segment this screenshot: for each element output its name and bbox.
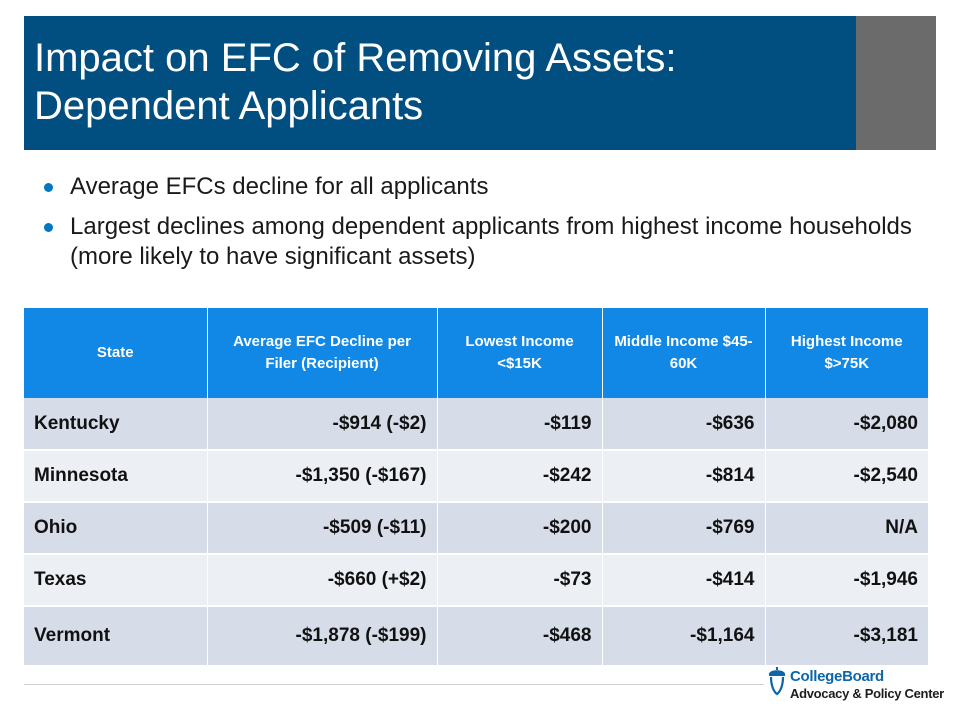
cell-state: Kentucky	[24, 398, 208, 451]
column-header-state: State	[24, 308, 208, 398]
table-row: Minnesota -$1,350 (-$167) -$242 -$814 -$…	[24, 450, 928, 503]
table-row: Vermont -$1,878 (-$199) -$468 -$1,164 -$…	[24, 606, 928, 667]
cell-average-decline: -$660 (+$2)	[207, 554, 438, 607]
column-header-lowest-income: Lowest Income <$15K	[437, 308, 603, 398]
bullet-text: Average EFCs decline for all applicants	[70, 173, 489, 200]
table-row: Texas -$660 (+$2) -$73 -$414 -$1,946	[24, 554, 928, 607]
column-header-average-decline: Average EFC Decline per Filer (Recipient…	[207, 308, 438, 398]
bullet-list: Average EFCs decline for all applicants …	[40, 172, 920, 282]
slide-title: Impact on EFC of Removing Assets: Depend…	[34, 34, 834, 130]
column-header-highest-income: Highest Income $>75K	[765, 308, 928, 398]
logo-subtitle: Advocacy & Policy Center	[790, 686, 944, 701]
cell-lowest-income: -$242	[437, 450, 603, 503]
bullet-dot-icon	[44, 223, 53, 232]
cell-average-decline: -$509 (-$11)	[207, 502, 438, 555]
title-side-block	[856, 16, 936, 150]
cell-lowest-income: -$73	[437, 554, 603, 607]
cell-average-decline: -$914 (-$2)	[207, 398, 438, 451]
cell-lowest-income: -$200	[437, 502, 603, 555]
bullet-item: Largest declines among dependent applica…	[40, 212, 920, 272]
cell-middle-income: -$1,164	[602, 606, 766, 667]
bullet-item: Average EFCs decline for all applicants	[40, 172, 920, 202]
bullet-dot-icon	[44, 183, 53, 192]
cell-highest-income: -$3,181	[765, 606, 928, 667]
cell-highest-income: N/A	[765, 502, 928, 555]
bullet-text: Largest declines among dependent applica…	[70, 213, 912, 270]
slide-title-line-2: Dependent Applicants	[34, 84, 424, 128]
cell-middle-income: -$769	[602, 502, 766, 555]
column-header-middle-income: Middle Income $45-60K	[602, 308, 766, 398]
cell-lowest-income: -$468	[437, 606, 603, 667]
cell-highest-income: -$1,946	[765, 554, 928, 607]
slide-title-line-1: Impact on EFC of Removing Assets:	[34, 36, 677, 80]
cell-state: Vermont	[24, 606, 208, 667]
title-bar	[24, 16, 856, 150]
cell-highest-income: -$2,080	[765, 398, 928, 451]
table-row: Kentucky -$914 (-$2) -$119 -$636 -$2,080	[24, 398, 928, 451]
cell-average-decline: -$1,878 (-$199)	[207, 606, 438, 667]
acorn-icon	[769, 667, 785, 696]
table-row: Ohio -$509 (-$11) -$200 -$769 N/A	[24, 502, 928, 555]
cell-lowest-income: -$119	[437, 398, 603, 451]
efc-table: State Average EFC Decline per Filer (Rec…	[24, 308, 928, 667]
table-header-row: State Average EFC Decline per Filer (Rec…	[24, 308, 928, 398]
footer-divider	[24, 684, 764, 685]
logo-name: CollegeBoard	[790, 668, 884, 685]
collegeboard-logo: CollegeBoard Advocacy & Policy Center	[764, 664, 944, 708]
cell-middle-income: -$636	[602, 398, 766, 451]
cell-highest-income: -$2,540	[765, 450, 928, 503]
cell-middle-income: -$414	[602, 554, 766, 607]
cell-state: Minnesota	[24, 450, 208, 503]
cell-state: Texas	[24, 554, 208, 607]
cell-middle-income: -$814	[602, 450, 766, 503]
cell-state: Ohio	[24, 502, 208, 555]
cell-average-decline: -$1,350 (-$167)	[207, 450, 438, 503]
